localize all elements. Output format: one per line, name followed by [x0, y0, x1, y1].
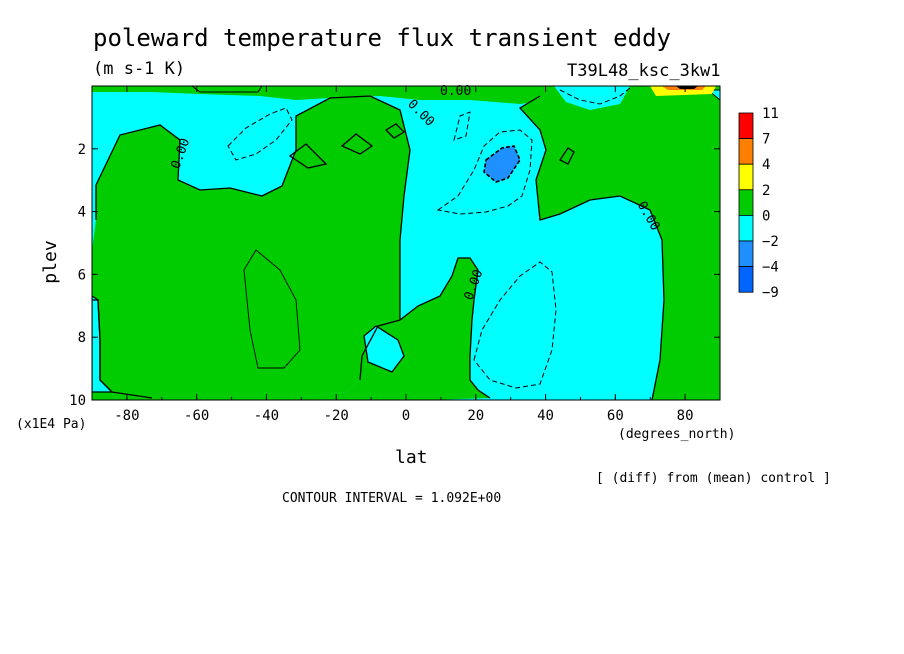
contour-small-a — [288, 143, 328, 169]
contour-small-d — [559, 147, 575, 165]
colorbar-label: 4 — [762, 157, 770, 173]
contour-dashed-c — [473, 261, 557, 389]
top-strip-cyan — [554, 86, 630, 110]
x-tick-label: -20 — [324, 408, 349, 424]
colorbar-label: −9 — [762, 285, 779, 301]
chart-title: poleward temperature flux transient eddy — [93, 24, 671, 52]
colorbar-swatch — [738, 266, 754, 293]
y-tick-label: 8 — [78, 330, 86, 346]
colorbar-swatch — [738, 214, 754, 242]
run-label: T39L48_ksc_3kw1 — [567, 61, 721, 81]
colorbar-label: 2 — [762, 183, 770, 199]
contour-small-c — [384, 123, 406, 139]
x-axis-label: lat — [395, 447, 428, 468]
y-tick-label: 6 — [78, 267, 86, 283]
x-tick-label: -80 — [114, 408, 139, 424]
x-tick-label: -40 — [254, 408, 279, 424]
contour-dashed-a — [227, 107, 293, 161]
x-ticks: -80 -60 -40 -20 0 20 40 60 80 — [91, 86, 721, 424]
chart-units: (m s-1 K) — [93, 59, 185, 79]
x-tick-label: 60 — [607, 408, 624, 424]
colorbar-swatch — [738, 138, 754, 165]
colorbar: 11 7 4 2 0 −2 −4 −9 — [738, 106, 779, 301]
colorbar-swatch — [738, 112, 754, 140]
positive-region-south — [92, 86, 490, 400]
y-tick-label: 4 — [78, 205, 86, 221]
negative-patch-equator — [363, 325, 405, 373]
colorbar-swatch — [738, 163, 754, 191]
plot-area: 0.00 0.00 0.00 0.00 0.00 -80 -60 -40 -20 0 20… — [69, 84, 721, 424]
y-axis-label: plev — [40, 240, 61, 283]
x-tick-label: 20 — [467, 408, 484, 424]
contour-label: 0.00 — [440, 84, 471, 99]
contour-zero-upper — [95, 95, 411, 320]
colorbar-label: −2 — [762, 234, 779, 250]
colorbar-label: −4 — [762, 260, 779, 276]
contour-dashed-b — [436, 129, 533, 215]
top-strip-north-core — [676, 86, 698, 89]
contour-zero-north — [518, 95, 665, 400]
colorbar-swatch — [738, 189, 754, 216]
top-strip-south — [191, 86, 263, 93]
contour-dashed-d — [453, 111, 471, 141]
x-tick-label: 40 — [537, 408, 554, 424]
y-tick-label: 10 — [69, 393, 86, 409]
contour-thin-south — [243, 249, 301, 369]
x-tick-label: -60 — [184, 408, 209, 424]
x-tick-label: 0 — [402, 408, 410, 424]
contour-zero-main — [92, 257, 491, 399]
positive-region-north — [520, 86, 720, 400]
y-ticks: 2 4 6 8 10 — [69, 142, 720, 409]
positive-region-south-upper — [92, 86, 410, 398]
contour-small-b — [340, 133, 374, 155]
x-axis-units: (degrees_north) — [618, 427, 735, 442]
x-tick-label: 80 — [677, 408, 694, 424]
contour-interval: CONTOUR INTERVAL = 1.092E+00 — [282, 491, 501, 506]
diff-note: [ (diff) from (mean) control ] — [596, 471, 831, 486]
y-tick-label: 2 — [78, 142, 86, 158]
colorbar-label: 11 — [762, 106, 779, 122]
contour-dashed-top — [559, 87, 631, 105]
y-axis-units: (x1E4 Pa) — [16, 417, 86, 432]
colorbar-label: 7 — [762, 132, 770, 148]
colorbar-swatch — [738, 240, 754, 268]
colorbar-label: 0 — [762, 208, 770, 224]
strong-negative-cell — [483, 145, 521, 183]
